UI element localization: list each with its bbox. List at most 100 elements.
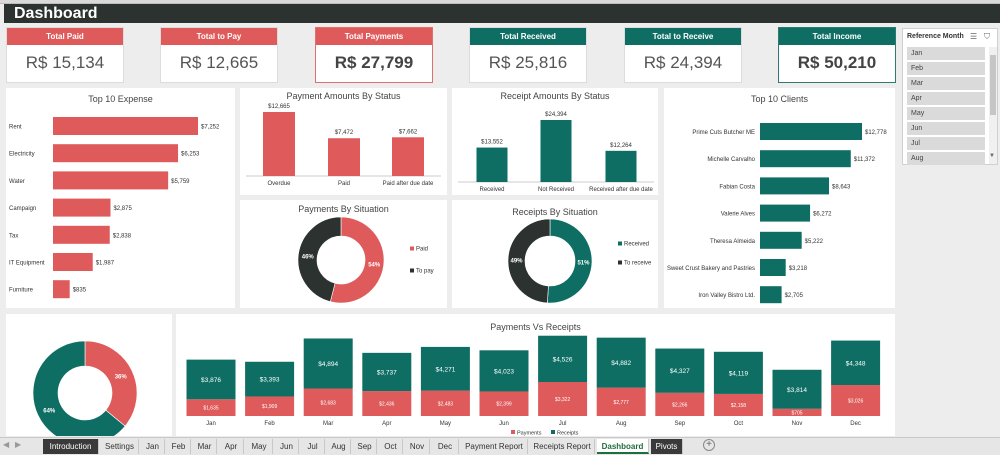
payments-bar	[362, 391, 412, 416]
clear-filter-icon[interactable]: ⛉	[984, 32, 990, 41]
payments-vs-receipts-chart: $1,635 $3,876 Jan $1,909 $3,393 Feb $2,683 $4,8…	[186, 335, 881, 437]
legend-swatch	[551, 430, 555, 434]
data-label: $24,394	[545, 112, 567, 118]
add-sheet-icon[interactable]: +	[703, 439, 715, 451]
bar	[540, 120, 572, 182]
kpi-label: Total to Pay	[161, 28, 277, 45]
scrollbar-thumb[interactable]	[990, 55, 996, 115]
bar	[760, 177, 829, 195]
donut-slice	[32, 340, 126, 436]
donut-slice	[547, 218, 593, 304]
receipts-bar	[479, 350, 529, 392]
slicer-item-jan[interactable]: Jan	[907, 47, 985, 60]
bar	[476, 147, 508, 182]
legend-label: To pay	[416, 269, 434, 275]
receipt-status-chart: $13,552 Received $24,394 Not Received $12,26…	[458, 112, 654, 193]
receipts-label: $3,814	[787, 387, 807, 394]
payments-label: $3,026	[848, 399, 864, 405]
tab-jan[interactable]: Jan	[141, 439, 165, 454]
income-share-chart: 36% 64%	[32, 340, 138, 436]
category-label: Received	[479, 187, 504, 193]
tab-scroll-left-icon[interactable]: ◀	[3, 440, 10, 449]
tab-dec[interactable]: Dec	[432, 439, 459, 454]
receipts-label: $3,737	[377, 369, 397, 376]
category-label: Nov	[792, 421, 803, 427]
tab-aug[interactable]: Aug	[327, 439, 351, 454]
tab-pivots[interactable]: Pivots	[651, 439, 683, 454]
category-label: Water	[9, 179, 25, 185]
category-label: Oct	[734, 421, 744, 427]
slice-label: 64%	[43, 408, 56, 414]
payments-label: $2,266	[672, 402, 688, 408]
multi-select-icon[interactable]: ☰	[970, 32, 978, 41]
data-label: $11,372	[854, 157, 876, 163]
slicer-item-aug[interactable]: Aug	[907, 152, 985, 165]
data-label: $6,253	[181, 152, 200, 158]
tab-oct[interactable]: Oct	[379, 439, 403, 454]
slicer-item-apr[interactable]: Apr	[907, 92, 985, 105]
tab-scroll-right-icon[interactable]: ▶	[15, 440, 22, 449]
page-title: Dashboard	[14, 5, 98, 22]
tab-receipts-report[interactable]: Receipts Report	[530, 439, 595, 454]
slicer-item-mar[interactable]: Mar	[907, 77, 985, 90]
category-label: Prime Cuts Butcher ME	[692, 130, 755, 136]
payments-label: $2,483	[438, 401, 454, 407]
legend-swatch	[410, 246, 414, 251]
data-label: $5,759	[171, 179, 190, 185]
receipts-bar	[420, 346, 470, 391]
tab-feb[interactable]: Feb	[167, 439, 191, 454]
receipts-label: $3,876	[201, 377, 221, 384]
category-label: Paid	[338, 181, 350, 187]
kpi-label: Total to Receive	[625, 28, 741, 45]
legend-label: Receipts	[557, 431, 579, 437]
receipts-label: $4,327	[670, 368, 690, 375]
receipts-label: $4,271	[435, 366, 455, 373]
kpi-total-payments: Total Payments R$ 27,799	[315, 27, 433, 83]
tab-sep[interactable]: Sep	[353, 439, 377, 454]
category-label: Jan	[206, 421, 216, 427]
slice-label: 49%	[511, 258, 524, 264]
tab-payment-report[interactable]: Payment Report	[461, 439, 528, 454]
chart-title: Payment Amounts By Status	[286, 91, 401, 101]
receipts-label: $4,023	[494, 368, 514, 375]
kpi-value: R$ 24,394	[643, 53, 723, 72]
tab-may[interactable]: May	[246, 439, 273, 454]
bar	[53, 280, 70, 299]
slicer-item-feb[interactable]: Feb	[907, 62, 985, 75]
tab-jun[interactable]: Jun	[275, 439, 299, 454]
tab-mar[interactable]: Mar	[193, 439, 217, 454]
receipts-bar	[303, 338, 353, 389]
reference-month-slicer[interactable]: Reference Month ☰ ⛉ Jan Feb Mar Apr May Jun Ju…	[902, 28, 998, 165]
column-header-strip	[0, 0, 1000, 4]
category-label: Aug	[616, 421, 627, 427]
slicer-item-may[interactable]: May	[907, 107, 985, 120]
slicer-item-jun[interactable]: Jun	[907, 122, 985, 135]
slice-label: 54%	[368, 263, 381, 269]
kpi-total-to-pay: Total to Pay R$ 12,665	[160, 27, 278, 83]
data-label: $3,218	[789, 266, 808, 272]
data-label: $13,552	[481, 140, 503, 146]
slicer-item-jul[interactable]: Jul	[907, 137, 985, 150]
tab-settings[interactable]: Settings	[101, 439, 139, 454]
kpi-label: Total Paid	[7, 28, 123, 45]
payments-situation-chart: 54% 46% Paid To pay	[297, 216, 434, 304]
tab-apr[interactable]: Apr	[219, 439, 244, 454]
slicer-scrollbar[interactable]	[989, 47, 997, 164]
category-label: Not Received	[538, 187, 574, 193]
category-label: Iron Valley Bistro Ltd.	[698, 293, 755, 299]
slice-label: 36%	[115, 375, 128, 381]
kpi-total-paid: Total Paid R$ 15,134	[6, 27, 124, 83]
payments-bar	[538, 382, 588, 416]
data-label: $8,643	[832, 184, 851, 190]
payments-label: $705	[791, 410, 802, 416]
legend-swatch	[618, 241, 622, 246]
chart-title: Receipt Amounts By Status	[500, 91, 610, 101]
receipts-situation-chart: 51% 49% Received To receive	[507, 218, 652, 304]
tab-introduction[interactable]: Introduction	[43, 439, 99, 454]
tab-nov[interactable]: Nov	[405, 439, 430, 454]
tab-dashboard[interactable]: Dashboard	[597, 439, 649, 454]
tab-jul[interactable]: Jul	[301, 439, 325, 454]
data-label: $12,778	[865, 130, 887, 136]
bar	[392, 137, 424, 176]
scroll-down-icon[interactable]: ▼	[989, 153, 995, 159]
